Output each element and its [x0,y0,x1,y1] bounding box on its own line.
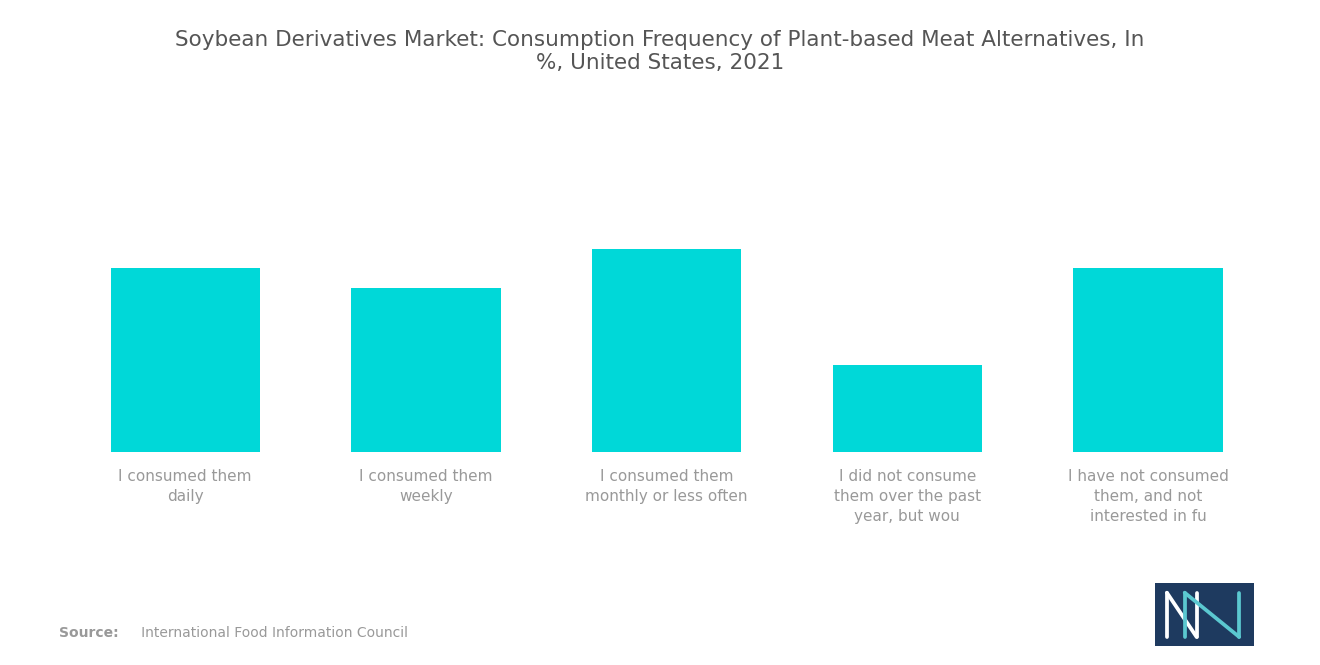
Text: International Food Information Council: International Food Information Council [128,626,408,640]
Text: I consumed them
monthly or less often: I consumed them monthly or less often [585,469,748,504]
Bar [111,269,260,452]
Text: Source:: Source: [59,626,119,640]
Text: I consumed them
daily: I consumed them daily [119,469,252,504]
Text: I did not consume
them over the past
year, but wou: I did not consume them over the past yea… [834,469,981,524]
Text: Soybean Derivatives Market: Consumption Frequency of Plant-based Meat Alternativ: Soybean Derivatives Market: Consumption … [176,30,1144,73]
Bar [591,249,742,452]
Text: I consumed them
weekly: I consumed them weekly [359,469,492,504]
Bar [833,365,982,452]
Bar [1073,269,1222,452]
Text: I have not consumed
them, and not
interested in fu: I have not consumed them, and not intere… [1068,469,1229,524]
Bar [351,288,500,452]
